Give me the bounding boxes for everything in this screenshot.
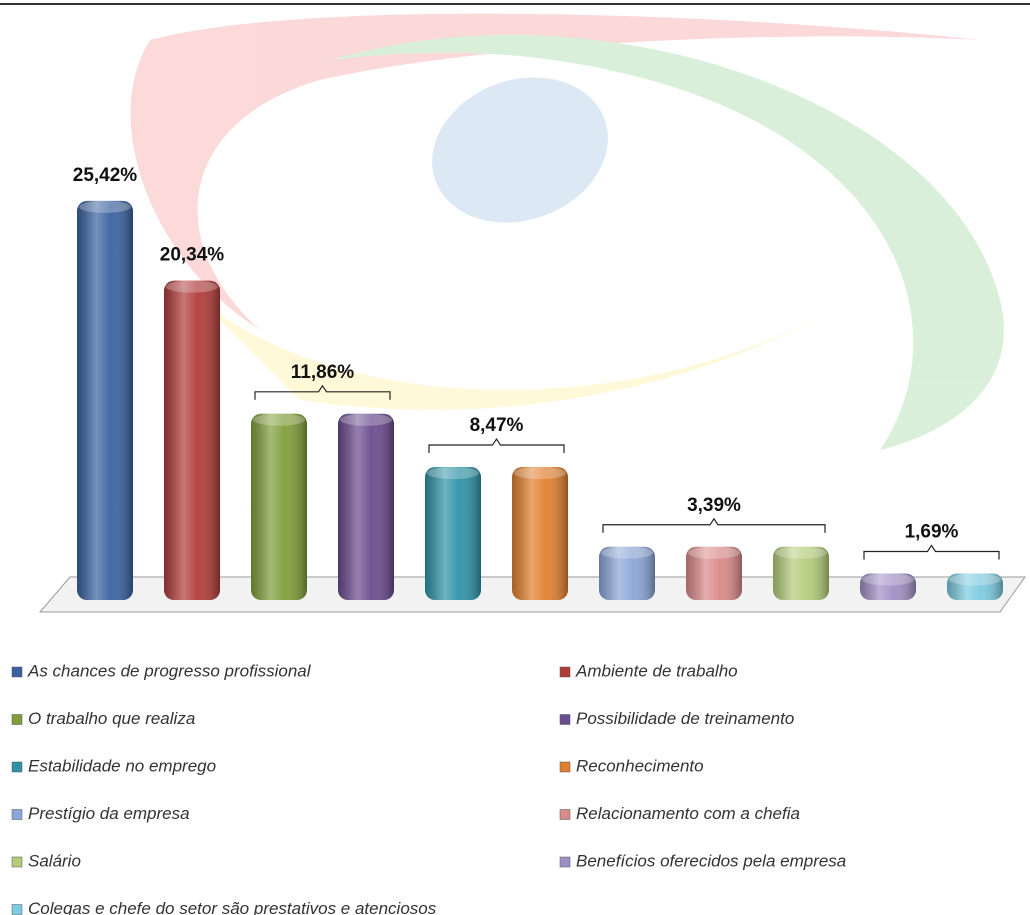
bar-shade — [947, 573, 1003, 600]
bar-shade — [599, 546, 655, 600]
bar-cap — [601, 546, 653, 559]
bar-shade — [860, 573, 916, 600]
legend-label: Estabilidade no emprego — [28, 756, 216, 775]
legend-label: O trabalho que realiza — [28, 709, 195, 728]
legend-label: Ambiente de trabalho — [575, 661, 738, 680]
legend-label: Benefícios oferecidos pela empresa — [576, 851, 846, 870]
legend-label: Possibilidade de treinamento — [576, 709, 794, 728]
legend-swatch — [11, 809, 23, 820]
bar-cap — [166, 280, 218, 293]
legend-swatch — [11, 904, 23, 915]
bar-cap — [427, 467, 479, 480]
bar-shade — [77, 200, 133, 600]
legend-swatch — [559, 714, 571, 725]
bar-cap — [688, 546, 740, 559]
value-label: 1,69% — [905, 521, 959, 542]
bar-shade — [686, 546, 742, 600]
group-brace — [254, 384, 391, 400]
value-label: 25,42% — [73, 165, 138, 186]
legend-label: Reconhecimento — [576, 756, 704, 775]
bar-cap — [340, 413, 392, 426]
value-label: 11,86% — [291, 362, 354, 383]
bar-shade — [773, 546, 829, 600]
bar-shade — [164, 280, 220, 600]
bar-cap — [949, 573, 1001, 586]
value-label: 20,34% — [160, 245, 225, 266]
legend-swatch — [11, 666, 23, 678]
group-brace — [428, 437, 565, 454]
bar-cap — [775, 546, 827, 559]
bar-shade — [338, 413, 394, 600]
legend-swatch — [11, 714, 23, 725]
bar-cap — [514, 467, 566, 480]
legend-label: Salário — [28, 851, 81, 870]
legend-label: Prestígio da empresa — [28, 804, 190, 823]
legend-swatch — [559, 761, 571, 773]
value-label: 3,39% — [687, 495, 741, 516]
bar-cap — [79, 200, 131, 213]
legend-swatch — [559, 856, 571, 868]
legend-label: Colegas e chefe do setor são prestativos… — [28, 899, 437, 915]
legend-label: Relacionamento com a chefia — [576, 804, 800, 823]
legend-swatch — [11, 856, 23, 868]
legend-swatch — [559, 666, 571, 678]
group-brace — [602, 517, 826, 533]
background-swirl — [130, 13, 1004, 450]
bar-cap — [862, 573, 914, 586]
legend-label: As chances de progresso profissional — [27, 661, 312, 680]
legend-swatch — [11, 761, 23, 773]
bar-cap — [253, 413, 305, 426]
value-label: 8,47% — [470, 415, 524, 436]
bar-shade — [425, 467, 481, 600]
legend-swatch — [559, 809, 571, 820]
group-brace — [863, 544, 1000, 560]
bar-shade — [512, 467, 568, 600]
bar-shade — [251, 413, 307, 600]
